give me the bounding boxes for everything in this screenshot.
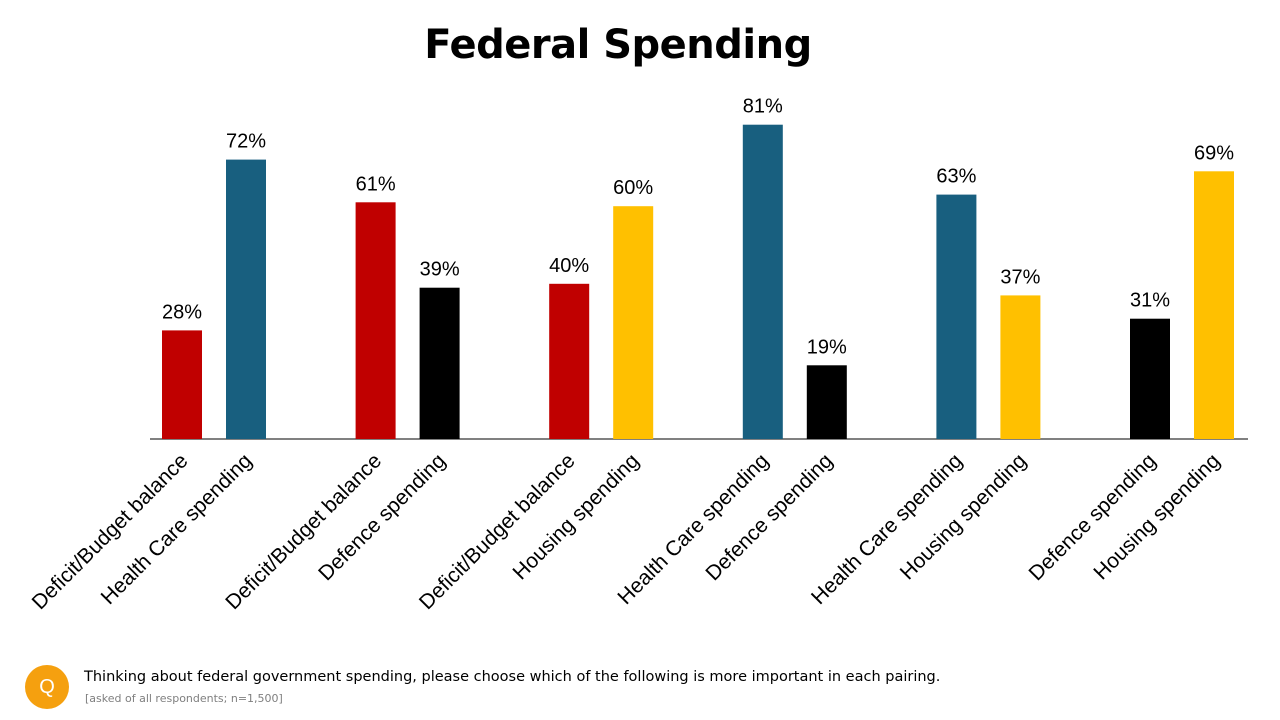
- bar-housing-spending: [1194, 171, 1234, 440]
- question-text: Thinking about federal government spendi…: [84, 669, 941, 685]
- question-footer: Q Thinking about federal government spen…: [25, 665, 1265, 711]
- x-tick-label: Housing spending: [1089, 449, 1224, 584]
- data-label: 37%: [1000, 266, 1040, 288]
- x-tick-label: Housing spending: [509, 449, 644, 584]
- data-label: 60%: [613, 177, 653, 199]
- data-label: 72%: [226, 131, 266, 153]
- x-tick-label: Housing spending: [896, 449, 1031, 584]
- bar-deficit-budget-balance: [549, 283, 590, 439]
- bar-deficit-budget-balance: [355, 202, 396, 439]
- data-label: 31%: [1130, 290, 1170, 312]
- data-label: 81%: [743, 96, 783, 118]
- bar-health-care-spending: [936, 194, 977, 439]
- bar-health-care-spending: [226, 159, 266, 439]
- x-tick-label: Defence spending: [701, 449, 837, 585]
- bar-housing-spending: [1000, 295, 1041, 439]
- bar-defence-spending: [806, 365, 847, 439]
- question-badge-icon: Q: [25, 665, 69, 709]
- bar-deficit-budget-balance: [162, 330, 202, 439]
- bar-housing-spending: [613, 206, 654, 439]
- data-label: 40%: [549, 255, 589, 277]
- data-label: 28%: [162, 301, 202, 323]
- chart-title: Federal Spending: [424, 22, 812, 68]
- bar-defence-spending: [419, 287, 460, 439]
- data-label: 63%: [936, 166, 976, 188]
- data-label: 61%: [356, 173, 396, 195]
- x-tick-label: Defence spending: [314, 449, 450, 585]
- data-label: 39%: [420, 259, 460, 281]
- respondents-note: [asked of all respondents; n=1,500]: [85, 692, 283, 705]
- data-label: 69%: [1194, 142, 1234, 164]
- bar-health-care-spending: [742, 124, 783, 439]
- bar-defence-spending: [1130, 318, 1170, 439]
- data-label: 19%: [807, 336, 847, 358]
